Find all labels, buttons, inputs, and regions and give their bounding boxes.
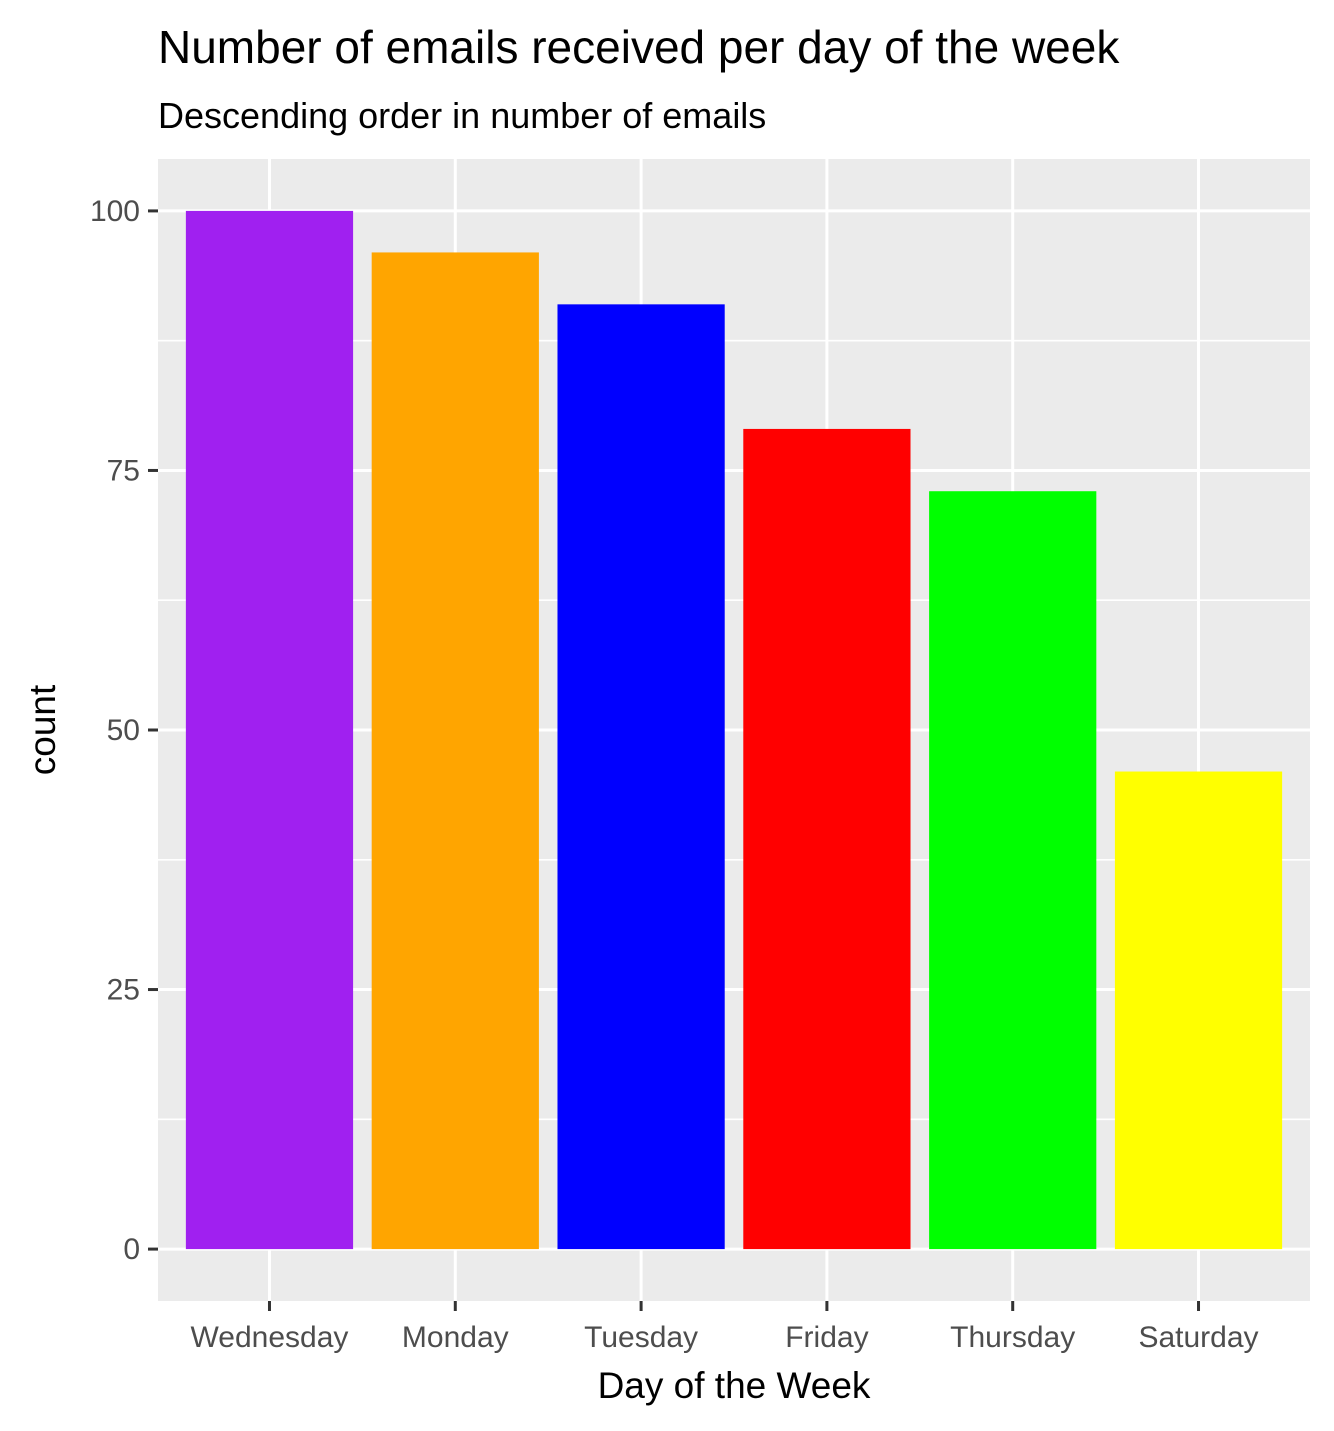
y-tick-label: 50 xyxy=(107,714,140,747)
bar-friday xyxy=(743,428,911,1250)
x-tick-label: Saturday xyxy=(1138,1321,1258,1354)
chart-subtitle: Descending order in number of emails xyxy=(158,95,766,136)
y-tick-label: 25 xyxy=(107,974,140,1007)
x-tick-label: Thursday xyxy=(950,1321,1075,1354)
bar-wednesday xyxy=(185,210,354,1250)
y-axis: 0 25 50 75 100 xyxy=(90,195,158,1266)
x-tick-label: Wednesday xyxy=(191,1321,349,1354)
bar-saturday xyxy=(1114,771,1283,1250)
bar-tuesday xyxy=(557,304,725,1250)
x-tick-label: Monday xyxy=(402,1321,509,1354)
y-tick-label: 75 xyxy=(107,454,140,487)
x-axis: Wednesday Monday Tuesday Friday Thursday Satu… xyxy=(191,1301,1259,1354)
bars xyxy=(185,210,1283,1250)
x-tick-label: Tuesday xyxy=(584,1321,698,1354)
y-axis-title: count xyxy=(22,684,63,775)
chart-title: Number of emails received per day of the… xyxy=(158,21,1120,73)
bar-thursday xyxy=(929,491,1097,1250)
x-axis-title: Day of the Week xyxy=(598,1365,871,1406)
y-tick-label: 100 xyxy=(90,195,140,228)
x-tick-label: Friday xyxy=(785,1321,868,1354)
bar-monday xyxy=(371,252,539,1250)
y-tick-label: 0 xyxy=(123,1233,140,1266)
